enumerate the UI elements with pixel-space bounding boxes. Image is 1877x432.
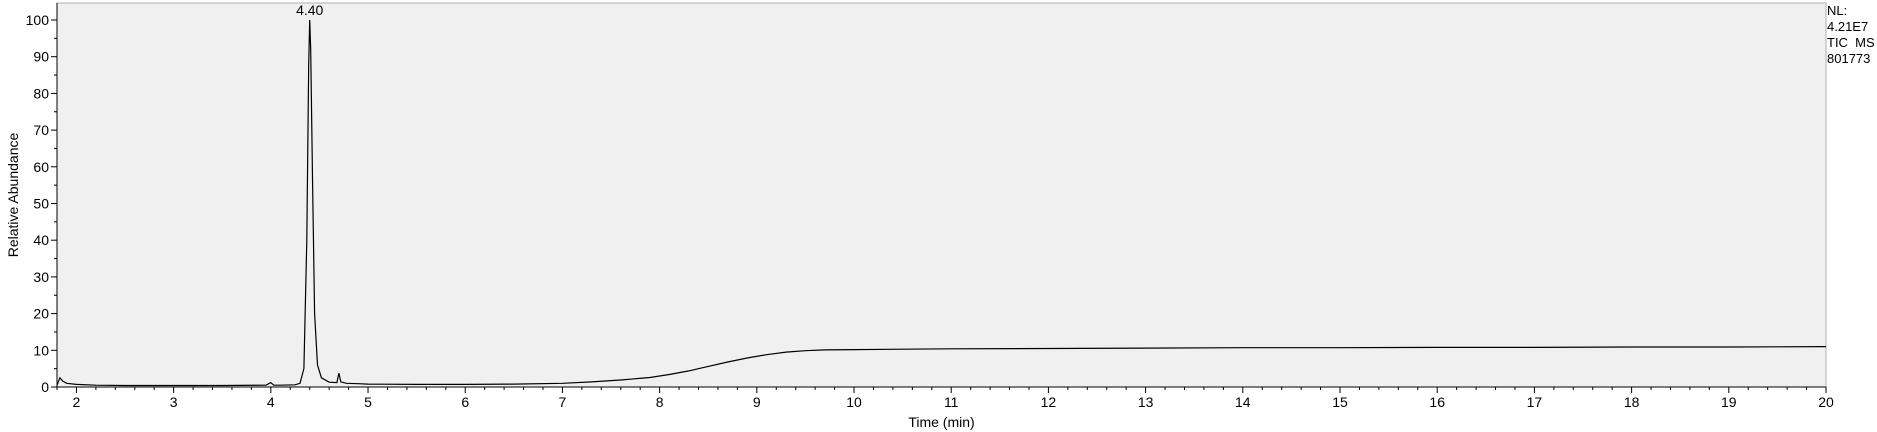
y-tick-label: 90 <box>33 49 49 65</box>
x-tick-label: 9 <box>753 394 761 410</box>
tic-trace-line <box>56 19 1827 387</box>
x-tick-label: 12 <box>1041 394 1057 410</box>
x-tick-label: 2 <box>73 394 81 410</box>
y-tick-label: 30 <box>33 269 49 285</box>
x-tick-label: 16 <box>1429 394 1445 410</box>
nl-label: NL: <box>1827 3 1848 18</box>
scan-filter-label: TIC MS <box>1827 35 1875 50</box>
y-tick-label: 60 <box>33 159 49 175</box>
x-tick-label: 3 <box>170 394 178 410</box>
x-tick-label: 10 <box>846 394 862 410</box>
x-tick-label: 5 <box>364 394 372 410</box>
y-tick-label: 50 <box>33 196 49 212</box>
x-tick-label: 7 <box>559 394 567 410</box>
y-tick-label: 100 <box>26 12 50 28</box>
y-tick-label: 70 <box>33 122 49 138</box>
x-tick-label: 17 <box>1527 394 1543 410</box>
sample-id: 801773 <box>1827 51 1871 66</box>
y-tick-label: 20 <box>33 306 49 322</box>
x-tick-label: 6 <box>461 394 469 410</box>
y-tick-label: 0 <box>41 379 49 395</box>
x-axis-title: Time (min) <box>908 414 974 430</box>
y-axis-title: Relative Abundance <box>5 133 21 258</box>
x-tick-label: 11 <box>944 394 959 410</box>
x-tick-label: 19 <box>1721 394 1737 410</box>
axis-ticks: 2 3 4 5 6 7 8 9 10 11 12 13 14 15 16 17 18 19 20 0 10 20 30 40 5… <box>26 12 1834 410</box>
x-tick-label: 8 <box>656 394 664 410</box>
nl-value: 4.21E7 <box>1827 19 1869 34</box>
x-tick-label: 20 <box>1818 394 1834 410</box>
y-tick-label: 40 <box>33 232 49 248</box>
x-tick-label: 15 <box>1332 394 1348 410</box>
x-tick-label: 18 <box>1624 394 1640 410</box>
x-tick-label: 4 <box>267 394 275 410</box>
x-tick-label: 13 <box>1138 394 1154 410</box>
y-tick-label: 10 <box>33 342 49 358</box>
peak-annotation-label: 4.40 <box>296 2 323 18</box>
x-tick-label: 14 <box>1235 394 1251 410</box>
y-tick-label: 80 <box>33 85 49 101</box>
plot-area <box>56 2 1827 388</box>
info-panel: NL: 4.21E7 TIC MS 801773 <box>1827 3 1875 67</box>
